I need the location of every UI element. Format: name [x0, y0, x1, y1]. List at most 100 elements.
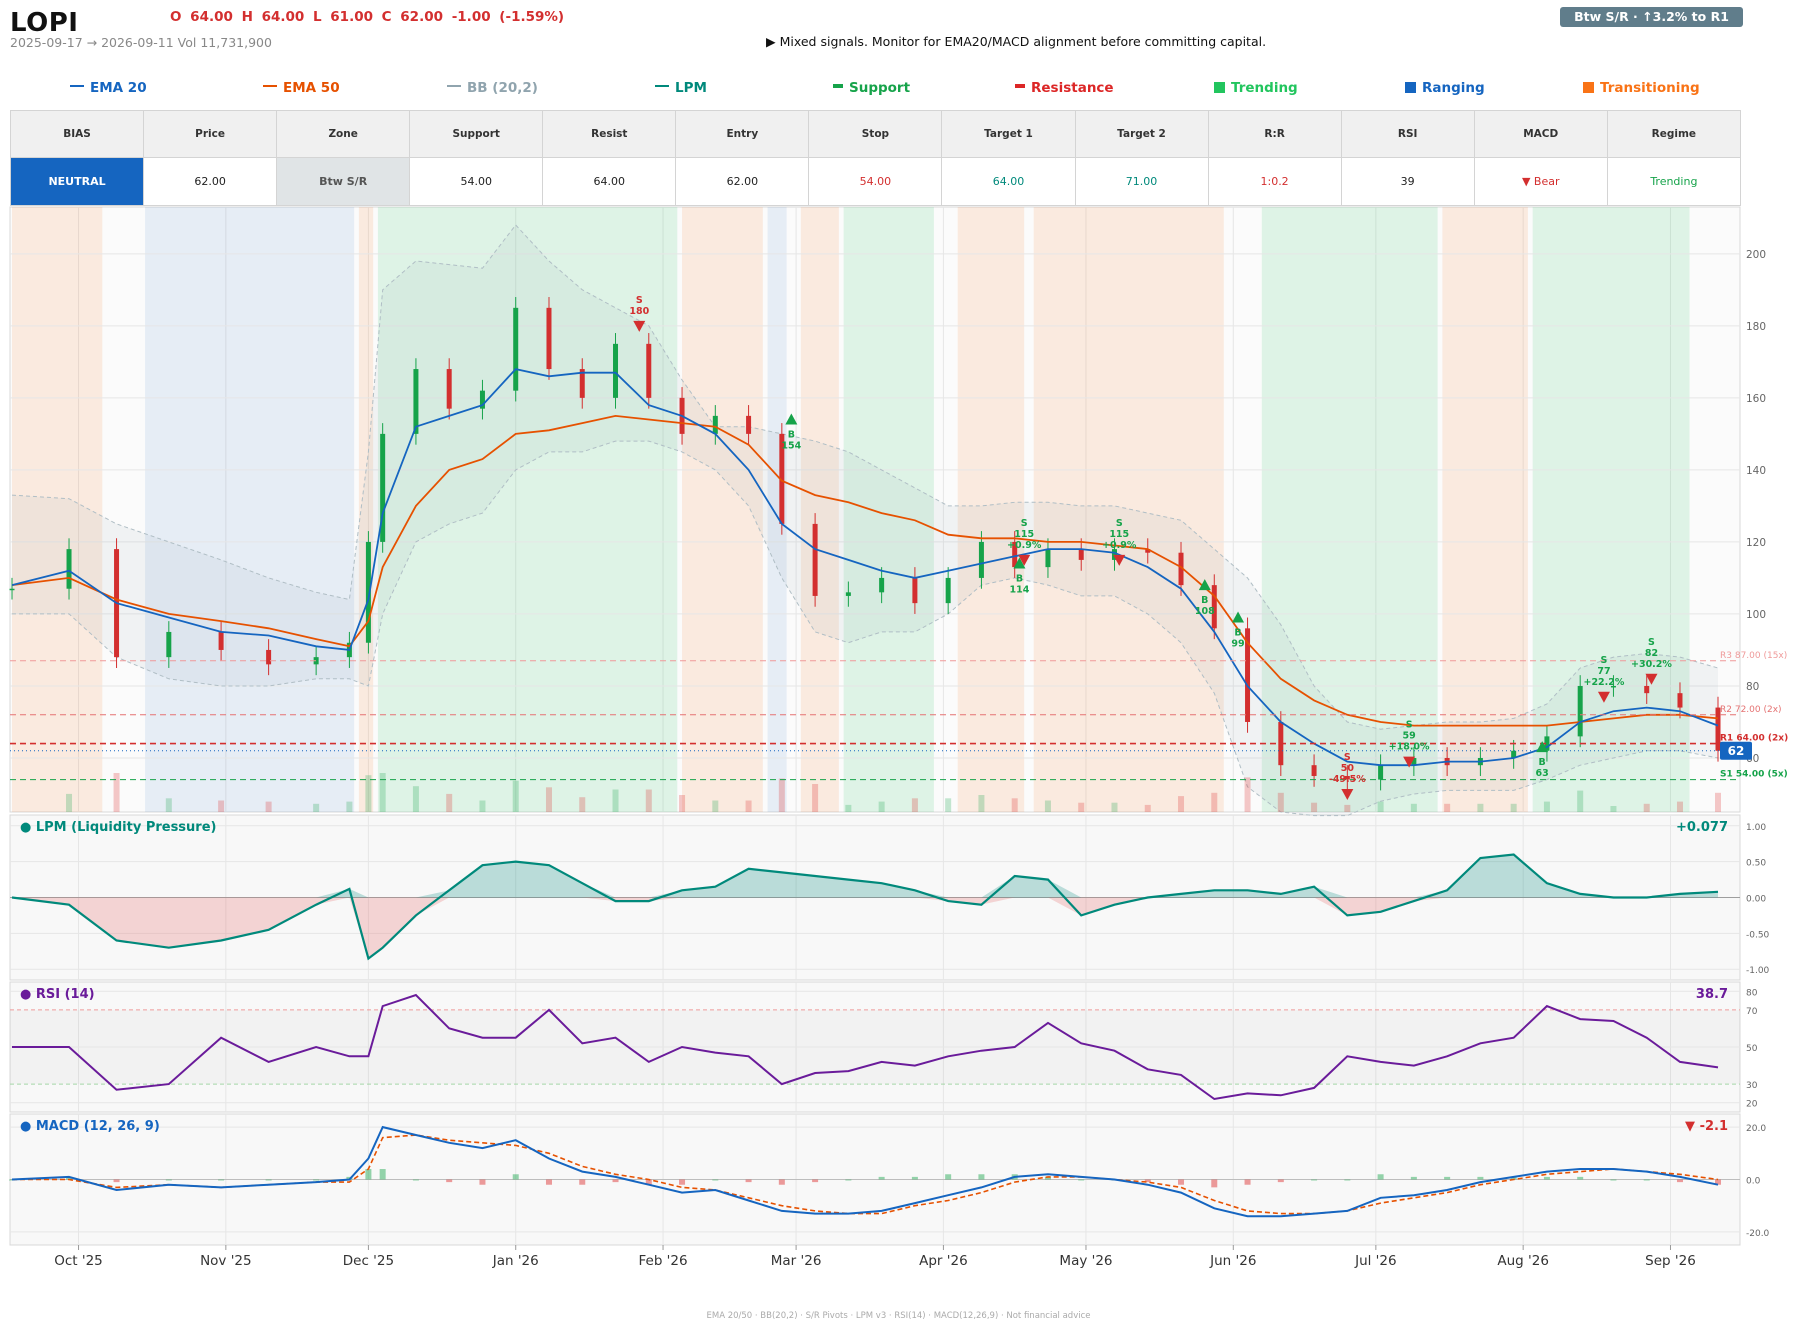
regime-band-ranging — [145, 207, 355, 812]
rsi-tick-label: 30 — [1746, 1081, 1758, 1091]
candle-body — [1078, 549, 1084, 560]
legend-label: Support — [849, 80, 911, 96]
candle-body — [365, 541, 371, 643]
macd-histogram-bar — [1510, 1176, 1517, 1180]
macd-histogram-bar — [1377, 1174, 1384, 1180]
candle-body — [646, 343, 652, 398]
volume-bar — [745, 800, 752, 812]
macd-histogram-bar — [1078, 1179, 1085, 1181]
macd-signal-line — [12, 1134, 1719, 1215]
candle-body — [1178, 552, 1184, 586]
macd-histogram-bar — [978, 1174, 985, 1180]
legend-swatch — [1015, 84, 1025, 88]
signal-label: 63 — [1536, 768, 1549, 779]
signal-label: 50 — [1341, 763, 1355, 774]
volume-bar — [1643, 803, 1650, 812]
sell-signal-marker — [1645, 673, 1658, 685]
macd-histogram-bar — [945, 1174, 952, 1180]
legend-item-resistance[interactable]: Resistance — [1015, 80, 1114, 96]
volume-bar — [165, 798, 172, 812]
macd-histogram-bar — [479, 1179, 486, 1185]
ema50-line — [11, 414, 1719, 727]
candle-body — [845, 592, 851, 596]
volume-bar — [313, 803, 320, 812]
signal-label: 82 — [1645, 648, 1658, 659]
volume-bar — [1577, 790, 1584, 812]
footer-note: EMA 20/50 · BB(20,2) · S/R Pivots · LPM … — [706, 1311, 1091, 1321]
signal-label: 115 — [1109, 529, 1129, 540]
trade-summary-table: BIAS Price Zone Support Resist Entry Stop Targe… — [9, 110, 1742, 206]
candle-body — [1111, 549, 1117, 560]
volume-bar — [945, 798, 952, 812]
summary-value-entry: 62.00 — [675, 157, 810, 206]
macd-histogram-bar — [778, 1179, 785, 1185]
lpm-last-value: +0.077 — [1676, 820, 1728, 835]
legend-label: Transitioning — [1600, 80, 1700, 96]
legend-item-bb-20-2[interactable]: BB (20,2) — [447, 80, 538, 96]
legend-item-ranging[interactable]: Ranging — [1405, 80, 1485, 96]
sr-level-label: R2 72.00 (2x) — [1720, 705, 1782, 715]
signal-label: 115 — [1014, 529, 1034, 540]
candle-body — [380, 433, 386, 542]
panel-main-frame — [9, 206, 1741, 813]
candle-body — [1544, 736, 1550, 751]
lpm-tick-label: -0.50 — [1746, 930, 1770, 940]
macd-histogram-bar — [1178, 1179, 1185, 1185]
summary-header-zone: Zone — [276, 110, 411, 158]
summary-value-row: NEUTRAL 62.00 Btw S/R 54.00 64.00 62.00 54.00 6… — [9, 157, 1742, 206]
signal-label: S — [1601, 655, 1608, 666]
summary-header-rsi: RSI — [1340, 110, 1475, 158]
lpm-positive-area — [12, 854, 1718, 898]
candle-body — [1411, 757, 1417, 766]
signal-label: +22.2% — [1583, 677, 1624, 688]
volume-bar — [645, 789, 652, 812]
signal-label: 114 — [1010, 585, 1030, 596]
summary-value-target-1: 64.00 — [941, 157, 1076, 206]
signal-label: +0.9% — [1007, 540, 1042, 551]
summary-header-r-r: R:R — [1207, 110, 1342, 158]
legend-item-support[interactable]: Support — [833, 80, 910, 96]
candle-body — [1245, 628, 1251, 722]
summary-header-entry: Entry — [675, 110, 810, 158]
lpm-panel-title: ● LPM (Liquidity Pressure) — [20, 820, 216, 835]
legend-item-transitioning[interactable]: Transitioning — [1583, 80, 1700, 96]
volume-bar — [1111, 802, 1118, 812]
x-tick-label: Nov '25 — [200, 1253, 252, 1269]
summary-header-stop: Stop — [808, 110, 943, 158]
candle-body — [313, 657, 319, 665]
volume-bar — [1610, 806, 1617, 812]
volume-bar — [1044, 800, 1051, 812]
volume-bar — [412, 786, 419, 812]
volume-bar — [346, 801, 353, 812]
macd-histogram-bar — [745, 1179, 752, 1183]
legend-item-trending[interactable]: Trending — [1214, 80, 1298, 96]
volume-bar — [1477, 803, 1484, 812]
regime-band-transitioning — [800, 207, 839, 812]
sell-signal-marker — [1113, 554, 1126, 566]
regime-band-trending — [377, 207, 678, 812]
macd-histogram-bar — [1211, 1179, 1218, 1188]
volume-bar — [1244, 777, 1251, 812]
legend-swatch — [70, 85, 84, 87]
sell-signal-marker — [1018, 554, 1031, 566]
macd-histogram-bar — [545, 1179, 552, 1185]
volume-bar — [1676, 801, 1683, 812]
sr-level-label: R3 87.00 (15x) — [1720, 651, 1787, 661]
macd-histogram-bar — [1144, 1179, 1151, 1183]
summary-header-price: Price — [143, 110, 278, 158]
legend-item-lpm[interactable]: LPM — [655, 80, 707, 96]
legend-item-ema-20[interactable]: EMA 20 — [70, 80, 147, 96]
buy-signal-marker — [1536, 741, 1549, 753]
signal-label: B — [788, 429, 795, 440]
lpm-tick-label: 0.00 — [1746, 895, 1766, 905]
volume-bar — [1715, 792, 1721, 812]
summary-value-rsi: 39 — [1340, 157, 1475, 206]
signal-label: S — [1344, 752, 1351, 763]
volume-bar — [1144, 804, 1151, 812]
x-tick-label: Jan '26 — [492, 1253, 539, 1269]
lpm-tick-label: 0.50 — [1746, 859, 1766, 869]
macd-panel-title: ● MACD (12, 26, 9) — [20, 1119, 160, 1134]
legend-item-ema-50[interactable]: EMA 50 — [263, 80, 340, 96]
signal-message: ▶ Mixed signals. Monitor for EMA20/MACD … — [766, 34, 1267, 49]
macd-histogram-bar — [412, 1179, 419, 1181]
